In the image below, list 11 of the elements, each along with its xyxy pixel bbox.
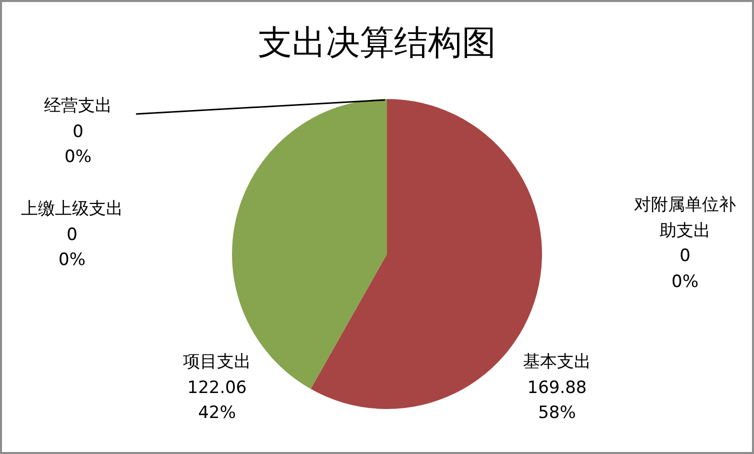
- chart-title: 支出决算结构图: [257, 22, 497, 65]
- category-label: 经营支出: [44, 96, 112, 116]
- text: 0 0%: [58, 224, 86, 270]
- category-label: 上缴上级支出: [21, 199, 123, 219]
- slice-label: 基本支出: [522, 351, 592, 374]
- data-label: 122.06 42%: [186, 376, 248, 425]
- slice-label: 项目支出: [182, 351, 252, 374]
- category-label: 对附属单位补助支出: [634, 195, 736, 240]
- data-label: 169.88 58%: [526, 376, 588, 425]
- text: 0 0%: [64, 122, 92, 167]
- text: 0 0%: [672, 246, 698, 292]
